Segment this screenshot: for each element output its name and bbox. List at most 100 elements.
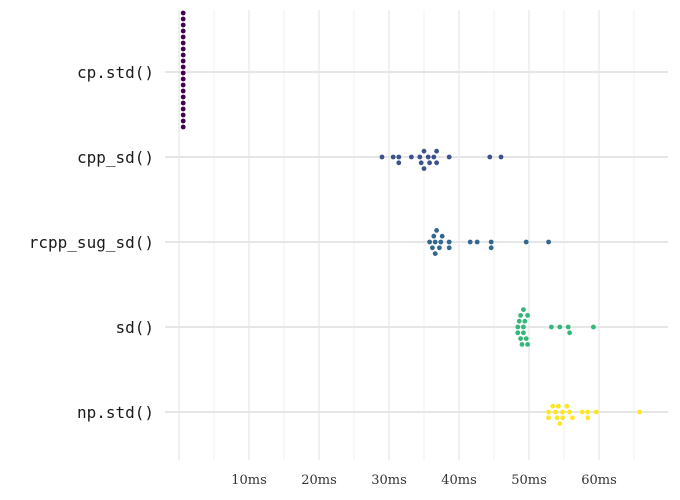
- data-point: [439, 233, 445, 239]
- x-axis-labels: 10ms 20ms 30ms 40ms 50ms 60ms: [231, 473, 617, 488]
- data-point: [565, 324, 571, 330]
- data-point: [522, 318, 528, 324]
- data-point: [585, 415, 591, 421]
- x-tick-label: 60ms: [581, 473, 617, 488]
- data-point: [180, 70, 186, 76]
- data-point: [379, 154, 385, 160]
- data-point: [487, 154, 493, 160]
- data-point: [430, 245, 435, 251]
- data-point: [557, 421, 563, 426]
- major-gridlines: [165, 10, 668, 460]
- data-point: [591, 324, 596, 330]
- data-point: [516, 318, 522, 324]
- x-tick-label: 50ms: [511, 473, 547, 488]
- data-point: [525, 313, 530, 318]
- data-point: [554, 415, 560, 421]
- data-point: [434, 228, 439, 233]
- data-point: [431, 154, 437, 160]
- data-point: [432, 239, 438, 245]
- data-point: [446, 239, 452, 245]
- data-point: [432, 251, 438, 256]
- data-point: [396, 154, 402, 160]
- data-point: [180, 46, 186, 52]
- data-point: [523, 239, 529, 245]
- data-point: [521, 330, 526, 336]
- data-point: [427, 160, 432, 166]
- data-point: [488, 239, 494, 245]
- data-point: [488, 245, 494, 251]
- data-point: [180, 34, 186, 40]
- data-point: [550, 403, 556, 409]
- x-tick-label: 40ms: [441, 473, 477, 488]
- data-point: [180, 124, 186, 130]
- data-point: [421, 148, 427, 154]
- x-tick-label: 20ms: [301, 473, 337, 488]
- data-point: [180, 16, 186, 22]
- data-point: [546, 239, 551, 245]
- data-point: [180, 64, 186, 70]
- data-point: [180, 94, 186, 100]
- data-point: [180, 58, 186, 64]
- data-point: [180, 82, 186, 88]
- data-point: [180, 22, 186, 28]
- data-point: [564, 403, 570, 409]
- data-point: [518, 336, 523, 341]
- data-point: [637, 409, 642, 415]
- data-point: [180, 88, 186, 94]
- data-point: [553, 409, 558, 415]
- data-point: [446, 245, 452, 251]
- data-point: [180, 10, 186, 16]
- data-point: [180, 106, 186, 112]
- data-point: [180, 52, 186, 58]
- y-tick-label: np.std(): [77, 403, 154, 422]
- data-point: [521, 324, 526, 330]
- y-axis-labels: cp.std() cpp_sd() rcpp_sug_sd() sd() np.std(…: [29, 63, 154, 422]
- data-point: [427, 239, 432, 245]
- y-tick-label: cpp_sd(): [77, 148, 154, 167]
- data-point: [518, 313, 523, 318]
- data-point: [474, 239, 480, 245]
- data-point: [418, 160, 424, 166]
- data-point: [425, 154, 431, 160]
- y-tick-label: rcpp_sug_sd(): [29, 233, 154, 252]
- data-point: [421, 166, 427, 172]
- data-point: [431, 233, 437, 239]
- data-point: [437, 245, 442, 251]
- data-point: [434, 160, 439, 166]
- data-point: [409, 154, 414, 160]
- data-point: [180, 28, 186, 34]
- data-point: [515, 324, 521, 330]
- data-point: [446, 154, 452, 160]
- data-point: [549, 324, 554, 330]
- minor-gridlines: [213, 10, 635, 460]
- x-tick-label: 30ms: [371, 473, 407, 488]
- data-point: [417, 154, 423, 160]
- data-point: [546, 415, 551, 421]
- data-point: [570, 415, 575, 421]
- data-point: [567, 409, 572, 415]
- data-point: [521, 307, 526, 312]
- data-point: [546, 409, 551, 415]
- data-point: [515, 330, 521, 336]
- data-point: [523, 336, 529, 341]
- data-point: [498, 154, 504, 160]
- data-point: [557, 324, 563, 330]
- data-point: [396, 160, 402, 166]
- data-point: [434, 148, 439, 154]
- data-point: [560, 415, 565, 421]
- data-point: [180, 76, 186, 82]
- data-point: [560, 409, 565, 415]
- data-point: [390, 154, 396, 160]
- data-point: [180, 118, 186, 124]
- data-point: [180, 100, 186, 106]
- data-point: [585, 409, 591, 415]
- data-point: [467, 239, 473, 245]
- data-point: [180, 112, 186, 118]
- data-point: [579, 409, 585, 415]
- data-point: [525, 342, 530, 347]
- y-tick-label: sd(): [115, 318, 154, 337]
- data-point: [180, 40, 186, 46]
- x-tick-label: 10ms: [231, 473, 267, 488]
